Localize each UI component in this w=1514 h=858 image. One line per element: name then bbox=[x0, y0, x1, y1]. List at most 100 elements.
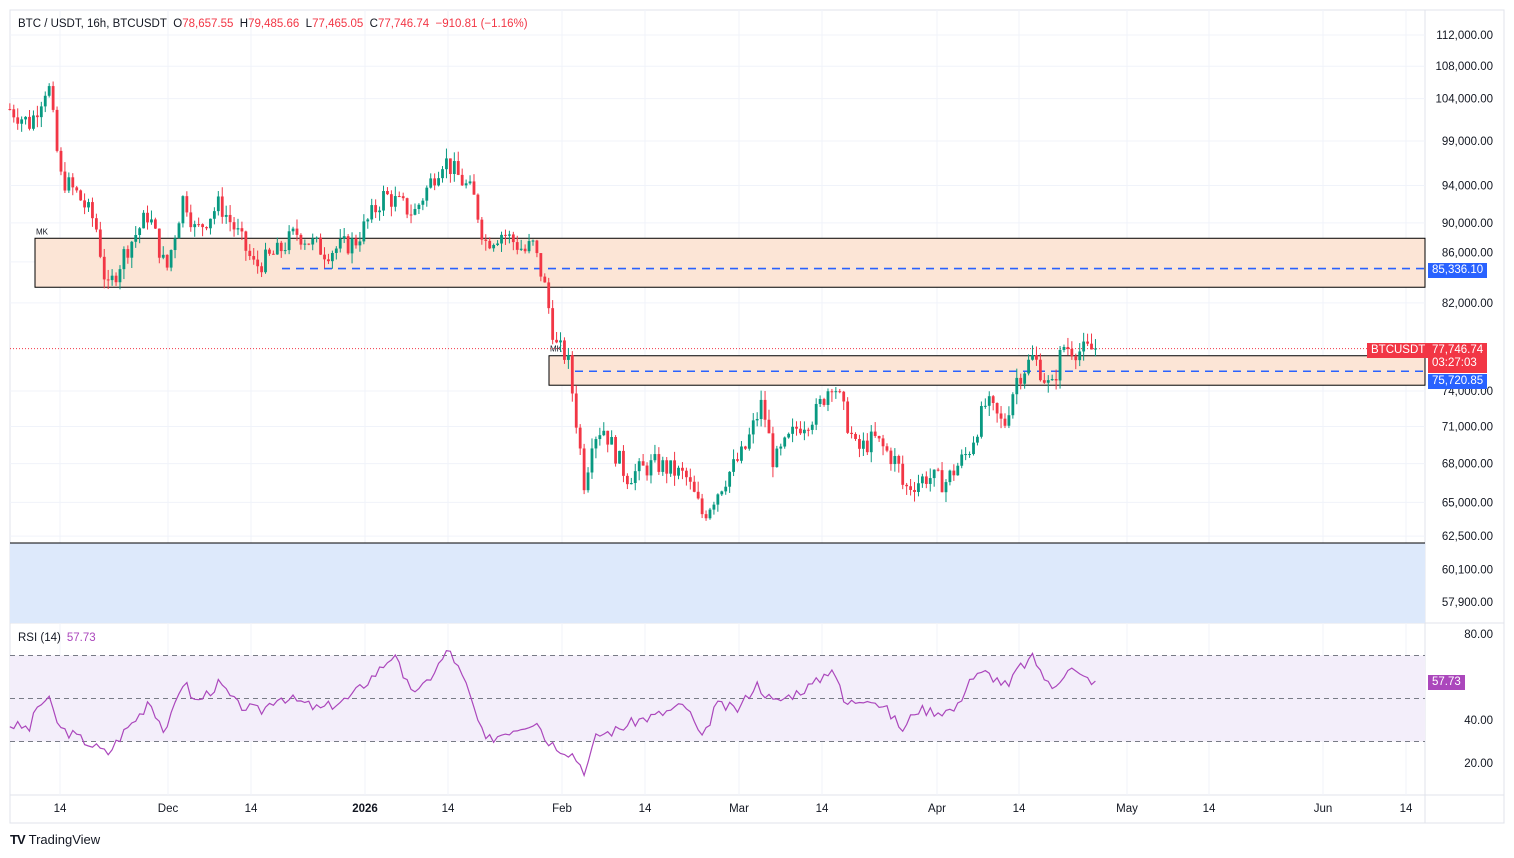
candle-body bbox=[932, 469, 936, 479]
time-tick: Apr bbox=[928, 803, 946, 815]
candle-body bbox=[684, 470, 688, 478]
candle-body bbox=[948, 470, 952, 483]
candle-body bbox=[32, 115, 35, 129]
candle-body bbox=[535, 240, 539, 254]
candle-body bbox=[409, 214, 413, 216]
candle-body bbox=[488, 240, 492, 249]
zone-label-1: MK bbox=[36, 227, 49, 236]
candle-body bbox=[791, 426, 794, 434]
candle-body bbox=[1046, 380, 1050, 383]
candle-body bbox=[492, 244, 496, 249]
candle-body bbox=[519, 248, 523, 250]
candle-body bbox=[118, 269, 122, 283]
candle-body bbox=[421, 200, 425, 205]
time-tick: Feb bbox=[552, 803, 572, 815]
rsi-line bbox=[9, 650, 1096, 778]
candle-body bbox=[814, 403, 818, 425]
candle-body bbox=[472, 181, 476, 195]
candle-body bbox=[94, 218, 98, 230]
candle-body bbox=[307, 243, 311, 245]
candle-body bbox=[12, 109, 16, 118]
candle-body bbox=[181, 196, 185, 224]
candle-body bbox=[936, 469, 940, 471]
candle-body bbox=[783, 437, 787, 447]
candle-body bbox=[173, 238, 177, 251]
price-tick: 99,000.00 bbox=[1442, 136, 1493, 148]
candle-body bbox=[515, 242, 519, 250]
candle-body bbox=[645, 465, 649, 476]
candle-body bbox=[633, 471, 637, 484]
candle-body bbox=[924, 476, 928, 484]
candle-body bbox=[429, 178, 433, 188]
candle-body bbox=[905, 484, 909, 487]
last-price-tag: 77,746.74 03:27:03 bbox=[1428, 343, 1488, 373]
time-tick: 14 bbox=[1013, 803, 1026, 815]
candle-body bbox=[822, 399, 826, 405]
candle-body bbox=[122, 249, 126, 270]
candle-body bbox=[543, 276, 547, 283]
candle-body bbox=[755, 418, 759, 421]
candle-body bbox=[606, 430, 610, 445]
candle-body bbox=[1062, 346, 1066, 350]
candle-body bbox=[468, 181, 472, 184]
candle-body bbox=[59, 150, 63, 172]
tradingview-logo[interactable]: TV TradingView bbox=[10, 832, 100, 847]
candle-body bbox=[570, 355, 574, 394]
price-tick: 94,000.00 bbox=[1442, 181, 1493, 193]
candle-body bbox=[869, 431, 873, 453]
candle-body bbox=[209, 218, 212, 229]
candle-body bbox=[838, 391, 842, 393]
supply-zone-1 bbox=[34, 237, 1426, 288]
time-tick: Jun bbox=[1314, 803, 1333, 815]
time-tick: Mar bbox=[729, 803, 749, 815]
candle-body bbox=[441, 169, 444, 179]
candle-body bbox=[232, 222, 236, 230]
candle-body bbox=[378, 210, 381, 213]
candle-body bbox=[625, 475, 629, 485]
candle-body bbox=[999, 413, 1003, 419]
candle-body bbox=[405, 198, 409, 215]
candle-body bbox=[480, 219, 484, 240]
candle-body bbox=[861, 440, 865, 449]
price-tick: 90,000.00 bbox=[1442, 218, 1493, 230]
candle-body bbox=[1082, 341, 1086, 352]
candle-body bbox=[433, 178, 437, 186]
candle-body bbox=[47, 86, 51, 96]
candle-body bbox=[28, 116, 31, 129]
candle-body bbox=[220, 196, 224, 217]
candle-body bbox=[968, 454, 971, 456]
candle-body bbox=[1094, 348, 1097, 350]
high-label: H bbox=[239, 18, 249, 30]
demand-zone bbox=[10, 542, 1425, 623]
candle-body bbox=[460, 174, 464, 186]
candle-body bbox=[71, 177, 75, 188]
candle-body bbox=[354, 238, 358, 246]
candle-body bbox=[802, 429, 806, 434]
candle-body bbox=[578, 427, 582, 449]
low-label: L bbox=[305, 18, 313, 30]
candle-body bbox=[956, 465, 960, 476]
time-tick: 14 bbox=[54, 803, 67, 815]
candle-body bbox=[146, 212, 149, 223]
candle-body bbox=[539, 253, 543, 277]
time-tick: 2026 bbox=[352, 803, 378, 815]
low-value: 77,465.05 bbox=[312, 18, 364, 30]
candle-body bbox=[338, 238, 342, 249]
candle-body bbox=[130, 241, 134, 258]
candle-body bbox=[437, 178, 440, 186]
candle-body bbox=[696, 491, 700, 499]
candle-body bbox=[806, 429, 810, 431]
candle-body bbox=[657, 454, 661, 472]
level-tag-1: 85,336.10 bbox=[1428, 263, 1488, 278]
candle-body bbox=[692, 481, 696, 492]
candle-body bbox=[500, 234, 503, 244]
candle-body bbox=[386, 191, 389, 195]
candle-body bbox=[67, 177, 71, 191]
candle-body bbox=[327, 259, 330, 262]
candle-body bbox=[940, 470, 944, 493]
tv-logo-icon: TV bbox=[10, 832, 26, 847]
rsi-band bbox=[10, 655, 1425, 742]
candle-body bbox=[983, 405, 987, 407]
